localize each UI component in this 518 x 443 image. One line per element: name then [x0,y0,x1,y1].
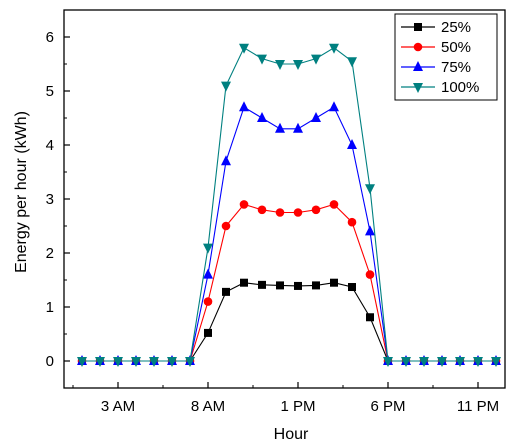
data-point [365,225,375,236]
plot-area: 0 1 2 3 4 5 6 3 AM 8 AM 1 PM 6 PM 11 PM 25% 50% 75% 100… [46,9,506,415]
data-point [311,205,321,215]
data-point [203,268,213,279]
series-line [82,106,496,362]
legend: 25% 50% 75% 100% [394,13,498,101]
y-tick-label: 0 [46,353,54,370]
data-point [455,357,465,367]
data-point [240,278,248,287]
series-100pct [77,43,501,367]
data-point [203,243,213,254]
data-point [347,139,357,149]
data-point [365,270,375,279]
data-point [312,281,320,290]
data-point [239,43,249,54]
legend-label: 25% [441,19,471,36]
data-point [293,122,303,133]
data-point [275,122,285,133]
data-point [185,357,195,367]
y-tick-label: 2 [46,245,54,262]
data-point [276,281,284,290]
data-point [294,281,302,290]
legend-box [394,13,498,101]
data-point [257,54,267,65]
data-point [257,112,267,122]
data-point [221,221,231,231]
data-point [77,357,87,367]
data-point [167,357,177,367]
y-tick-label: 4 [46,137,54,154]
data-point [275,208,285,217]
data-point [311,54,321,65]
data-point [203,297,213,306]
legend-marker [413,83,423,93]
legend-marker [413,42,423,52]
x-tick-label: 3 AM [101,398,135,415]
legend-marker [414,23,422,31]
data-point [131,357,141,367]
data-point [257,205,267,215]
x-tick-label: 8 AM [191,398,225,415]
y-tick-label: 3 [46,191,54,208]
data-point [113,357,123,367]
y-tick-label: 1 [46,299,54,316]
legend-label: 100% [441,79,479,96]
data-point [366,313,374,322]
data-point [365,184,375,195]
data-point [329,101,339,112]
data-point [491,357,501,367]
data-point [329,200,339,209]
y-tick-label: 6 [46,29,54,46]
data-point [329,43,339,54]
series-75pct [77,101,501,365]
data-point [419,357,429,367]
series-line [82,203,496,362]
data-point [311,112,321,122]
series-50pct [77,200,501,366]
x-tick-label: 1 PM [280,398,315,415]
data-point [204,328,212,337]
data-point [437,357,447,367]
data-point [221,155,231,166]
y-tick-label: 5 [46,83,54,100]
data-point [473,357,483,367]
legend-marker [413,61,423,71]
data-point [347,57,357,68]
x-tick-label: 6 PM [370,398,405,415]
y-axis-title: Energy per hour (kWh) [13,111,30,273]
x-axis-title: Hour [274,426,309,443]
series-25pct [78,278,500,365]
data-point [239,101,249,112]
data-point [258,280,266,289]
legend-label: 75% [441,59,471,76]
data-point [293,208,303,217]
data-point [293,60,303,70]
data-point [330,278,338,287]
series-line [82,282,496,362]
data-point [95,357,105,367]
data-point [222,287,230,296]
data-point [239,200,249,209]
legend-label: 50% [441,39,471,56]
data-point [149,357,159,367]
x-tick-label: 11 PM [457,398,499,415]
data-point [348,283,356,292]
data-point [401,357,411,367]
data-point [221,81,231,92]
data-point [275,60,285,70]
data-point [383,357,393,367]
data-point [347,217,357,227]
